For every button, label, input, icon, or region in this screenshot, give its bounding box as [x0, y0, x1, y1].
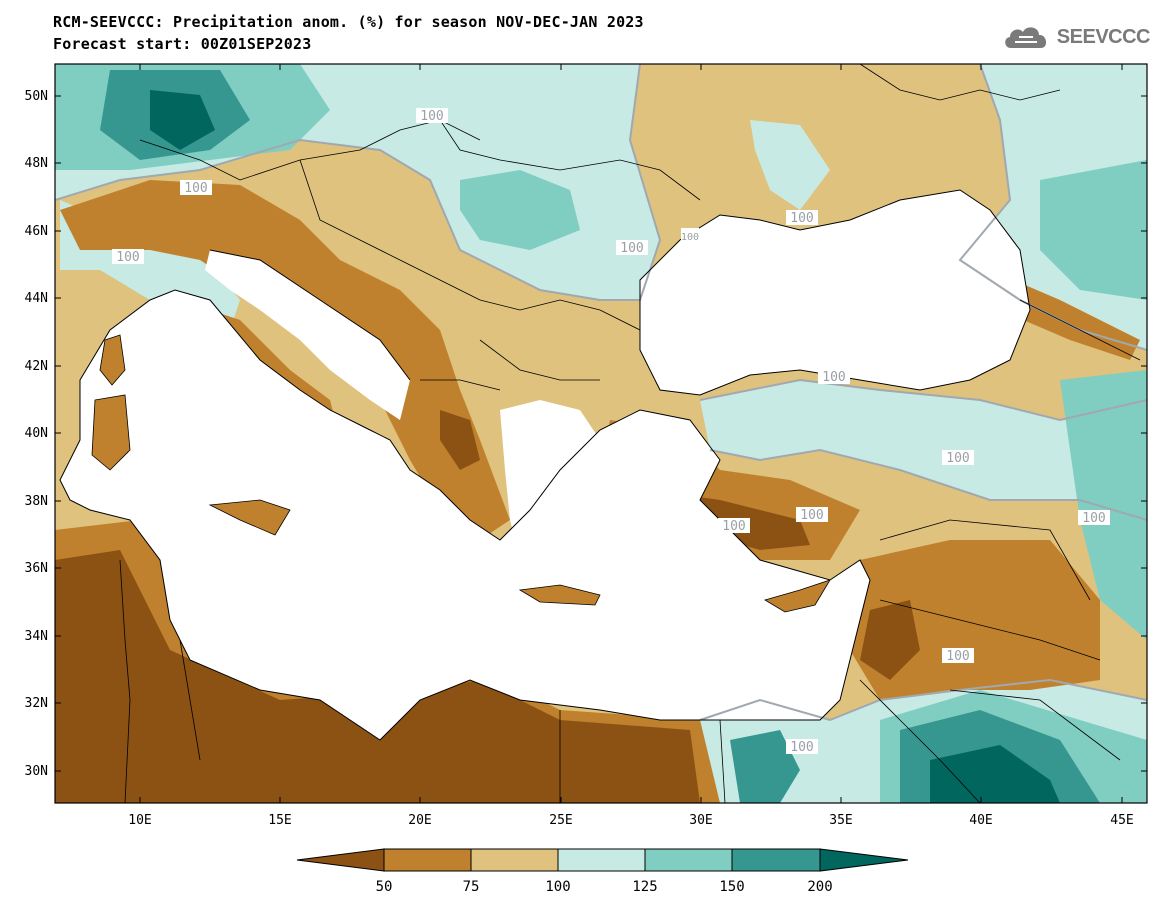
lat-label: 40N	[25, 426, 48, 441]
island-sardinia	[91, 394, 131, 471]
contour-label: 100	[620, 241, 643, 256]
lat-axis: 50N 48N 46N 44N 42N 40N 38N 36N 34N 32N …	[25, 89, 48, 779]
contour-label: 100	[1082, 511, 1105, 526]
island-corsica	[99, 334, 126, 386]
colorbar-tick: 75	[463, 879, 480, 895]
sea-black	[640, 190, 1030, 395]
colorbar-tick: 100	[545, 879, 570, 895]
field-anatolia-wet	[700, 380, 1147, 520]
field-alps-north-max	[150, 90, 215, 150]
lat-label: 50N	[25, 89, 48, 104]
colorbar-tick: 200	[807, 879, 832, 895]
lon-label: 15E	[268, 813, 291, 828]
contour-label: 100	[946, 649, 969, 664]
contour-label: 100	[116, 250, 139, 265]
lon-label: 20E	[408, 813, 431, 828]
sea-aegean	[500, 400, 630, 580]
island-sicily	[208, 499, 291, 536]
contour-label: 100	[790, 211, 813, 226]
colorbar-bin-75-100	[470, 848, 559, 872]
contour-label: 100	[681, 232, 699, 243]
contour-label: 100	[184, 181, 207, 196]
field-africa-very-dry	[55, 550, 700, 803]
lon-axis: 10E 15E 20E 25E 30E 35E 40E 45E	[128, 813, 1133, 828]
lon-label: 35E	[829, 813, 852, 828]
colorbar-bin-lt50	[296, 848, 385, 872]
colorbar-tick: 125	[632, 879, 657, 895]
lon-label: 45E	[1110, 813, 1133, 828]
lat-label: 32N	[25, 696, 48, 711]
field-levant-very-dry	[860, 600, 920, 680]
lat-ticks	[55, 95, 1147, 772]
sea-adriatic	[205, 250, 410, 420]
field-crimea-wet	[750, 120, 830, 210]
field-arabia-max	[930, 745, 1060, 803]
lon-ticks	[139, 64, 1123, 803]
field-levant-dry	[850, 540, 1100, 700]
lon-label: 25E	[549, 813, 572, 828]
contour-label: 100	[946, 451, 969, 466]
colorbar-ticks: 50 75 100 125 150 200	[376, 879, 833, 895]
contour-label: 100	[722, 519, 745, 534]
seevccc-logo: SEEVCCC	[1001, 22, 1151, 52]
lon-label: 10E	[128, 813, 151, 828]
map-title: RCM-SEEVCCC: Precipitation anom. (%) for…	[53, 13, 644, 31]
cloud-icon	[1005, 27, 1046, 48]
field-carpathians-150	[460, 170, 580, 250]
contour-label: 100	[790, 740, 813, 755]
contour-label: 100	[420, 109, 443, 124]
lat-label: 30N	[25, 764, 48, 779]
field-sinai-200	[730, 730, 800, 803]
logo-text: SEEVCCC	[1056, 25, 1151, 48]
colorbar-tick: 50	[376, 879, 393, 895]
forecast-start: Forecast start: 00Z01SEP2023	[53, 35, 312, 53]
lat-label: 36N	[25, 561, 48, 576]
colorbar	[296, 848, 909, 872]
map-fields	[55, 64, 1147, 803]
lat-label: 38N	[25, 494, 48, 509]
contour-100-lines	[55, 64, 1147, 722]
lon-label: 40E	[969, 813, 992, 828]
field-alps-dry	[60, 180, 510, 540]
islands	[91, 334, 831, 613]
lat-label: 42N	[25, 359, 48, 374]
lat-label: 46N	[25, 224, 48, 239]
colorbar-bin-50-75	[383, 848, 472, 872]
colorbar-bin-100-125	[557, 848, 646, 872]
field-greece-very-dry	[440, 410, 480, 470]
lat-label: 48N	[25, 156, 48, 171]
colorbar-tick: 150	[719, 879, 744, 895]
lon-label: 30E	[689, 813, 712, 828]
colorbar-bin-150-200	[731, 848, 821, 872]
contour-label: 100	[822, 370, 845, 385]
colorbar-bin-gt200	[819, 848, 909, 872]
coastlines	[59, 189, 1031, 741]
contour-labels: 100 100 100 100 100 100 100 100 100 100 …	[112, 108, 1110, 755]
lat-label: 34N	[25, 629, 48, 644]
field-eastanatolia-150	[1060, 370, 1147, 640]
lat-label: 44N	[25, 291, 48, 306]
field-caucasus-150	[1040, 160, 1147, 300]
contour-label: 100	[800, 508, 823, 523]
colorbar-bin-125-150	[644, 848, 733, 872]
island-crete	[518, 584, 601, 606]
island-cyprus	[764, 579, 831, 613]
